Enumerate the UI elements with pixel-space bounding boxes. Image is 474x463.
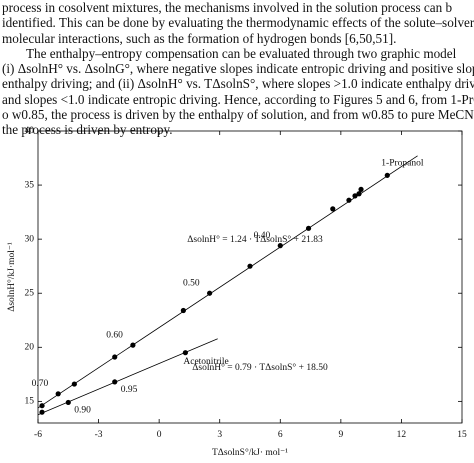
point-label: 0.50 [183, 278, 200, 288]
x-tick-label: -6 [34, 430, 42, 440]
y-tick-label: 25 [25, 288, 35, 298]
data-point [71, 381, 77, 387]
x-tick-label: 9 [338, 430, 343, 440]
data-point [346, 197, 352, 203]
text-line: the process is driven by entropy. [2, 122, 173, 138]
x-tick-label: -3 [95, 430, 103, 440]
text-line: o w0.85, the process is driven by the en… [2, 107, 474, 123]
x-axis-label: TΔsolnS°/kJ· mol⁻¹ [212, 447, 288, 458]
data-point [130, 342, 136, 348]
data-point [65, 399, 71, 406]
text-line: The enthalpy–entropy compensation can be… [26, 45, 457, 61]
data-point [352, 193, 358, 199]
data-point [112, 354, 118, 360]
x-tick-label: 0 [157, 430, 162, 440]
text-line: enthalpy driving; and (ii) ΔsolnH° vs. T… [2, 76, 474, 92]
x-tick-label: 3 [217, 430, 222, 440]
y-tick-label: 40 [25, 126, 35, 136]
point-label: 0.95 [121, 385, 138, 395]
data-point [305, 225, 312, 231]
y-tick-label: 35 [25, 180, 35, 190]
data-point [277, 243, 283, 249]
text-line: (i) ΔsolnH° vs. ΔsolnG°, where negative … [2, 61, 474, 77]
data-point [330, 206, 336, 212]
fit-equation: ΔsolnH° = 1.24 · TΔsolnS° + 21.83 [187, 234, 323, 245]
text-line: molecular interactions, such as the form… [2, 30, 397, 46]
y-tick-label: 15 [25, 397, 35, 407]
point-label: 0.40 [254, 231, 271, 241]
text-line: identified. This can be done by evaluati… [2, 15, 474, 31]
fit-line [37, 338, 218, 416]
y-axis-label: ΔsolnH°/kJ·mol⁻¹ [6, 242, 17, 312]
data-point [39, 409, 45, 415]
point-label: 0.60 [106, 330, 123, 340]
y-tick-label: 20 [25, 342, 35, 352]
point-label: 1-Propanol [381, 159, 424, 169]
x-tick-label: 6 [278, 430, 283, 440]
data-point [207, 290, 213, 296]
point-label: 0.90 [74, 406, 91, 416]
data-point [384, 172, 390, 178]
text-line: and slopes <1.0 indicate entropic drivin… [2, 91, 474, 107]
fit-equation: ΔsolnH° = 0.79 · TΔsolnS° + 18.50 [192, 362, 328, 373]
data-point [180, 307, 186, 314]
data-point [182, 350, 188, 356]
data-point [55, 391, 61, 397]
paragraph: process in cosolvent mixtures, the mecha… [0, 0, 474, 138]
data-point [358, 186, 364, 192]
point-label: Acetonitrile [183, 357, 228, 367]
point-label: 0.70 [32, 379, 49, 389]
text-line: process in cosolvent mixtures, the mecha… [2, 0, 453, 15]
plot-frame [37, 130, 463, 424]
x-tick-label: 12 [397, 430, 407, 440]
data-point [112, 379, 118, 385]
y-tick-label: 30 [25, 234, 35, 244]
data-point [356, 191, 362, 197]
data-point [39, 403, 45, 409]
data-point [247, 263, 253, 269]
x-tick-label: 15 [457, 430, 467, 440]
